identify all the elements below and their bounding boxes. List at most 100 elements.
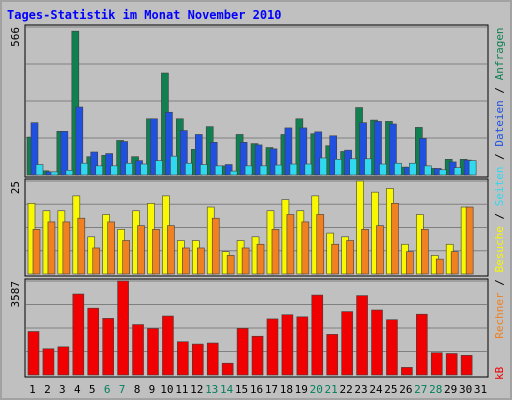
bar-seiten-day-26 xyxy=(409,162,417,176)
bar-dateien-day-21 xyxy=(329,135,338,176)
bar-kb-day-5 xyxy=(87,307,100,376)
bar-rechner-day-11 xyxy=(182,247,190,275)
bar-dateien-day-5 xyxy=(90,151,99,176)
bar-rechner-day-30 xyxy=(465,206,474,275)
bar-seiten-day-29 xyxy=(453,167,462,176)
x-tick-label: 22 xyxy=(339,383,352,396)
x-tick-label: 18 xyxy=(280,383,293,396)
legend-segment: Besuche xyxy=(493,226,506,272)
bar-seiten-day-12 xyxy=(199,164,208,176)
bar-rechner-day-18 xyxy=(286,214,295,275)
bar-seiten-day-16 xyxy=(259,165,268,176)
bar-kb-day-11 xyxy=(177,341,189,376)
bar-seiten-day-23 xyxy=(364,158,372,176)
bar-rechner-day-15 xyxy=(241,247,250,275)
bar-rechner-day-29 xyxy=(450,251,459,275)
bar-dateien-day-3 xyxy=(60,131,69,176)
bar-rechner-day-21 xyxy=(331,243,340,275)
bar-rechner-day-3 xyxy=(62,221,71,275)
panel-bot: 3587 xyxy=(9,278,489,378)
x-tick-label: 4 xyxy=(74,383,81,396)
bar-dateien-day-4 xyxy=(75,106,84,176)
panel-max-label: 3587 xyxy=(9,281,22,308)
bar-kb-day-10 xyxy=(162,315,174,376)
x-tick-label: 14 xyxy=(220,383,234,396)
bar-seiten-day-14 xyxy=(229,170,238,176)
bar-seiten-day-30 xyxy=(468,160,477,176)
x-tick-label: 23 xyxy=(354,383,367,396)
bar-dateien-day-25 xyxy=(389,123,397,176)
legend-segment: Seiten xyxy=(493,167,506,207)
bar-seiten-day-3 xyxy=(65,169,74,176)
x-tick-label: 19 xyxy=(295,383,308,396)
bar-seiten-day-20 xyxy=(319,157,328,176)
bar-seiten-day-5 xyxy=(95,165,104,176)
bar-seiten-day-10 xyxy=(170,155,178,176)
bar-rechner-day-14 xyxy=(226,255,235,275)
x-tick-label: 20 xyxy=(310,383,323,396)
x-tick-label: 15 xyxy=(235,383,248,396)
panel-max-label: 25 xyxy=(9,181,22,194)
bar-kb-day-22 xyxy=(341,311,353,376)
x-tick-label: 2 xyxy=(44,383,51,396)
bar-seiten-day-24 xyxy=(379,163,387,176)
bar-kb-day-24 xyxy=(371,309,383,376)
x-axis-labels: 1 2 3 4 5 6 7 8 9 10 11 12 13 14 15 16 17 18 19 20 21 22 23 24 2… xyxy=(29,383,487,396)
bar-seiten-day-25 xyxy=(394,162,402,176)
bar-rechner-day-7 xyxy=(122,240,130,275)
bar-seiten-day-1 xyxy=(35,164,44,176)
x-tick-label: 1 xyxy=(29,383,36,396)
bar-seiten-day-11 xyxy=(185,162,193,176)
bar-seiten-day-22 xyxy=(349,158,357,176)
bar-rechner-day-24 xyxy=(376,225,384,275)
legend-segment: kB xyxy=(493,366,506,380)
bar-seiten-day-18 xyxy=(289,163,298,176)
bar-rechner-day-4 xyxy=(77,217,86,275)
bar-dateien-day-15 xyxy=(239,142,248,176)
bar-kb-day-19 xyxy=(296,316,309,376)
panel-max-label: 566 xyxy=(9,27,22,47)
x-tick-label: 6 xyxy=(104,383,111,396)
bar-kb-day-18 xyxy=(281,314,294,376)
bar-kb-day-17 xyxy=(266,318,279,376)
legend-segment: Anfragen xyxy=(493,27,506,80)
x-tick-label: 12 xyxy=(190,383,203,396)
bar-kb-day-2 xyxy=(42,348,55,376)
bar-dateien-day-13 xyxy=(209,142,218,176)
bar-seiten-day-6 xyxy=(110,165,118,176)
bar-dateien-day-27 xyxy=(419,138,427,176)
bar-dateien-day-16 xyxy=(254,144,263,176)
bar-kb-day-28 xyxy=(430,352,443,376)
bar-rechner-day-23 xyxy=(361,229,369,275)
bar-dateien-day-24 xyxy=(374,121,382,176)
bar-dateien-day-9 xyxy=(150,118,158,176)
legend-segment: Rechner xyxy=(493,292,506,339)
legend-segment: Dateien xyxy=(493,100,506,146)
x-tick-label: 5 xyxy=(89,383,96,396)
x-tick-label: 16 xyxy=(250,383,263,396)
bar-seiten-day-28 xyxy=(438,169,447,176)
legend-segment: / xyxy=(493,147,506,167)
bar-kb-day-29 xyxy=(445,353,458,376)
bar-seiten-day-17 xyxy=(274,164,283,176)
legend-segment: / xyxy=(493,273,506,293)
legend-segment: / xyxy=(493,80,506,100)
bar-seiten-day-8 xyxy=(140,163,148,176)
x-tick-label: 9 xyxy=(149,383,156,396)
bar-rechner-day-12 xyxy=(196,247,205,275)
bar-seiten-day-9 xyxy=(155,160,163,176)
bar-dateien-day-7 xyxy=(120,141,128,176)
bar-dateien-day-23 xyxy=(359,122,367,176)
bar-rechner-day-19 xyxy=(301,221,310,275)
x-tick-label: 30 xyxy=(459,383,472,396)
bar-dateien-day-19 xyxy=(299,127,308,176)
bar-besuche-day-23 xyxy=(356,180,364,275)
panel-mid: 25 xyxy=(9,178,489,277)
bar-dateien-day-14 xyxy=(224,164,233,176)
bar-rechner-day-5 xyxy=(92,247,101,275)
chart-title: Tages-Statistik im Monat November 2010 xyxy=(7,8,282,22)
x-tick-label: 7 xyxy=(119,383,126,396)
bar-kb-day-3 xyxy=(57,346,70,376)
bar-rechner-day-1 xyxy=(32,229,41,275)
bar-rechner-day-25 xyxy=(391,203,399,275)
